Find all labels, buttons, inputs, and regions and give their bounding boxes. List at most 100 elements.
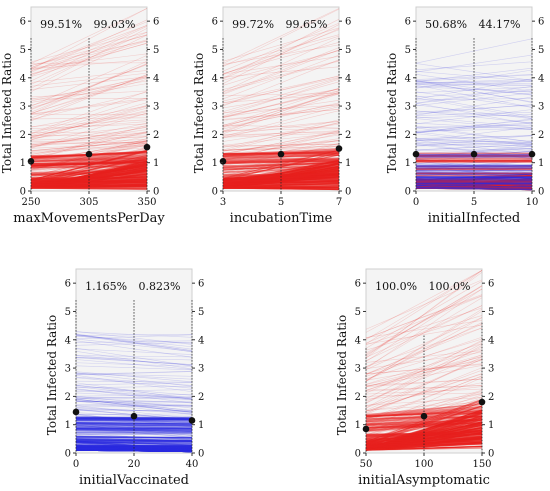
y-tick-label: 1 xyxy=(153,158,159,169)
chart-panel-2: 0 1 2 3 4 5 6 0 1 2 3 4 5 6 0 5 10 initialInfected Total I… xyxy=(385,6,544,226)
ice-line xyxy=(30,53,148,69)
y-tick-label: 6 xyxy=(153,17,159,28)
mean-point xyxy=(470,150,478,158)
ice-line xyxy=(222,92,340,127)
ice-line xyxy=(415,80,533,96)
ice-line xyxy=(222,29,340,75)
ice-line xyxy=(222,132,340,146)
y-tick-label: 0 xyxy=(355,449,361,460)
mean-point xyxy=(335,145,343,152)
ice-line xyxy=(365,369,483,414)
ice-line xyxy=(222,130,340,137)
y-tick-label: 5 xyxy=(488,307,494,318)
ice-line xyxy=(75,382,193,386)
ice-line xyxy=(30,91,148,120)
ice-line xyxy=(30,132,148,134)
ice-line xyxy=(365,270,483,359)
y-axis-left: 0 1 2 3 4 5 6 xyxy=(405,17,416,198)
ice-line xyxy=(30,31,148,63)
ice-line xyxy=(365,360,483,381)
y-tick-label: 2 xyxy=(355,392,361,403)
ice-line xyxy=(75,334,193,350)
ice-line xyxy=(222,75,340,102)
ice-line xyxy=(75,394,193,397)
ice-line xyxy=(222,122,340,152)
mean-point xyxy=(143,143,151,151)
y-tick-label: 6 xyxy=(198,279,204,290)
ice-line xyxy=(365,315,483,351)
band-line xyxy=(30,168,148,176)
ice-line xyxy=(222,143,340,148)
ice-line xyxy=(415,80,533,103)
ice-line xyxy=(75,389,193,400)
y-tick-label: 5 xyxy=(355,307,361,318)
ice-line xyxy=(30,140,148,151)
ice-line xyxy=(30,112,148,149)
ice-line xyxy=(222,93,340,96)
ice-line xyxy=(75,341,193,346)
ice-line xyxy=(222,18,340,79)
ice-line xyxy=(30,142,148,155)
y-tick-label: 0 xyxy=(212,187,218,198)
chart-panel-0: 0 1 2 3 4 5 6 0 1 2 3 4 5 6 250 305 350 maxMovementsPerDa… xyxy=(0,6,165,226)
ice-line xyxy=(222,77,340,113)
x-tick-label: 0 xyxy=(413,197,419,208)
ice-line xyxy=(222,90,340,118)
band-line xyxy=(75,429,193,433)
ice-line xyxy=(365,354,483,388)
ice-line xyxy=(222,130,340,156)
y-tick-label: 4 xyxy=(212,73,218,84)
y-tick-label: 3 xyxy=(20,102,26,113)
y-tick-label: 2 xyxy=(198,392,204,403)
ice-line xyxy=(365,317,483,370)
ice-line xyxy=(222,54,340,100)
ice-line xyxy=(30,90,148,98)
x-axis: 0 5 10 xyxy=(413,191,538,208)
x-axis-title: initialInfected xyxy=(428,211,521,226)
ice-line xyxy=(30,70,148,83)
x-axis: 0 20 40 xyxy=(73,453,198,470)
ice-line xyxy=(30,144,148,152)
ice-line xyxy=(365,446,483,451)
ice-line xyxy=(365,343,483,380)
ice-line xyxy=(75,433,193,435)
x-tick-label: 50 xyxy=(360,459,373,470)
y-axis-left: 0 1 2 3 4 5 6 xyxy=(212,17,223,198)
mean-point xyxy=(277,150,285,158)
y-axis-right: 0 1 2 3 4 5 6 xyxy=(147,17,159,198)
y-axis-title: Total Infected Ratio xyxy=(0,53,14,173)
y-tick-label: 3 xyxy=(355,364,361,375)
dense-band xyxy=(75,416,193,451)
mean-point xyxy=(72,408,80,416)
interval-annotation: 99.51% xyxy=(40,18,82,31)
y-tick-label: 0 xyxy=(20,187,26,198)
ice-line xyxy=(365,378,483,386)
ice-line xyxy=(30,90,148,134)
y-tick-label: 4 xyxy=(355,335,361,346)
ice-line xyxy=(365,323,483,375)
mean-point xyxy=(85,150,93,158)
ice-line xyxy=(415,74,533,80)
y-tick-label: 5 xyxy=(345,45,351,56)
y-tick-label: 5 xyxy=(212,45,218,56)
ice-line xyxy=(415,141,533,150)
ice-line xyxy=(365,378,483,387)
ice-line xyxy=(75,357,193,361)
chart-panel-4: 0 1 2 3 4 5 6 0 1 2 3 4 5 6 50 100 150 initialAsymptomati… xyxy=(335,268,494,488)
ice-line xyxy=(75,347,193,367)
interval-annotation: 99.03% xyxy=(94,18,136,31)
ice-line xyxy=(415,133,533,147)
ice-line xyxy=(75,377,193,389)
ice-line xyxy=(30,72,148,87)
y-axis-left: 0 1 2 3 4 5 6 xyxy=(355,279,366,460)
band-line xyxy=(30,161,148,167)
ice-line xyxy=(222,37,340,92)
mean-point xyxy=(130,412,138,420)
ice-line xyxy=(75,365,193,371)
interval-annotation: 100.0% xyxy=(429,280,471,293)
ice-line xyxy=(415,116,533,128)
ice-line xyxy=(75,397,193,412)
interval-annotation: 99.65% xyxy=(286,18,328,31)
ice-line xyxy=(30,74,148,122)
ice-line xyxy=(75,404,193,406)
